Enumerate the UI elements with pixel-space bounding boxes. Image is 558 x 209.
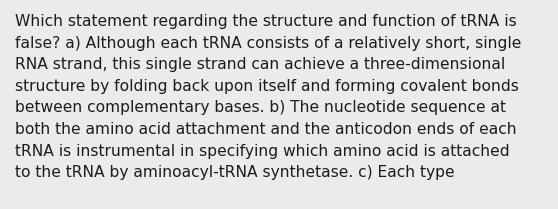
- Text: Which statement regarding the structure and function of tRNA is
false? a) Althou: Which statement regarding the structure …: [15, 14, 521, 180]
